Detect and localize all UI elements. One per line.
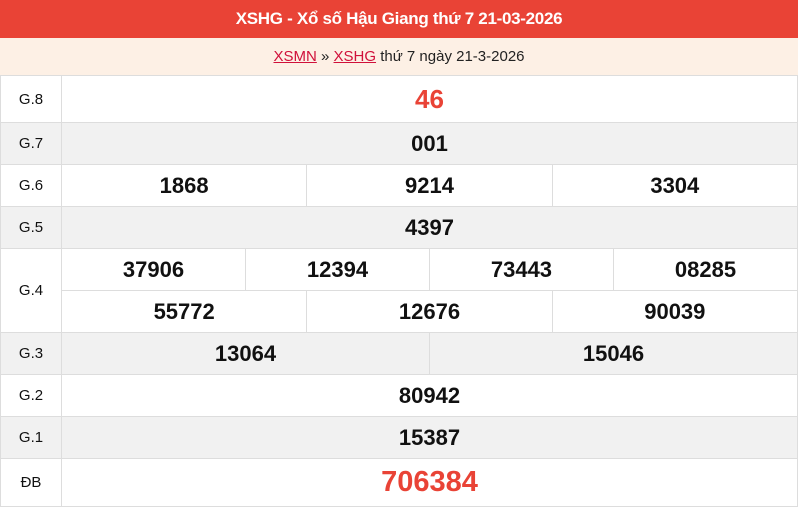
- prize-value: 73443: [428, 248, 614, 291]
- prize-label: G.3: [0, 332, 62, 375]
- row-g1: G.1 15387: [0, 416, 798, 459]
- prize-value: 12676: [306, 290, 553, 333]
- special-prize-value: 706384: [61, 458, 798, 507]
- prize-value: 37906: [61, 248, 246, 291]
- prize-label: G.4: [0, 248, 62, 333]
- row-g3: G.3 13064 15046: [0, 332, 798, 375]
- row-g2: G.2 80942: [0, 374, 798, 417]
- prize-value: 13064: [61, 332, 430, 375]
- breadcrumb-date: thứ 7 ngày 21-3-2026: [376, 48, 525, 65]
- breadcrumb-link-xshg[interactable]: XSHG: [333, 48, 377, 65]
- row-g7: G.7 001: [0, 122, 798, 165]
- prize-label: G.2: [0, 374, 62, 417]
- prize-value: 3304: [551, 164, 798, 207]
- prize-label: G.6: [0, 164, 62, 207]
- prize-value: 15046: [428, 332, 798, 375]
- row-special: ĐB 706384: [0, 458, 798, 507]
- row-g4-2: 55772 12676 90039: [1, 290, 798, 333]
- prize-value: 9214: [306, 164, 553, 207]
- row-g8: G.8 46: [0, 75, 798, 123]
- prize-value: 001: [61, 122, 798, 165]
- prize-label: G.7: [0, 122, 62, 165]
- prize-label: G.1: [0, 416, 62, 459]
- prize-value: 46: [61, 75, 798, 123]
- prize-label: G.8: [0, 75, 62, 123]
- prize-value: 08285: [612, 248, 798, 291]
- prize-label: G.5: [0, 206, 62, 249]
- breadcrumb-link-xsmn[interactable]: XSMN: [273, 48, 317, 65]
- prize-value: 80942: [61, 374, 798, 417]
- row-g5: G.5 4397: [0, 206, 798, 249]
- prize-value: 4397: [61, 206, 798, 249]
- breadcrumb-separator: »: [316, 48, 334, 65]
- row-g4: G.4 37906 12394 73443 08285: [0, 248, 798, 333]
- row-g6: G.6 1868 9214 3304: [0, 164, 798, 207]
- breadcrumb: XSMN » XSHG thứ 7 ngày 21-3-2026: [0, 38, 798, 75]
- prize-value: 1868: [60, 164, 308, 207]
- prize-value: 90039: [551, 290, 798, 333]
- prize-value: 15387: [61, 416, 798, 459]
- prize-value: 55772: [60, 290, 308, 333]
- page-header: XSHG - Xổ số Hậu Giang thứ 7 21-03-2026: [0, 0, 798, 38]
- results-table: G.8 46 G.7 001 G.6 1868 9214 3304 G.5 4397 G.4…: [0, 75, 798, 507]
- prize-label: ĐB: [0, 458, 62, 507]
- prize-value: 12394: [244, 248, 430, 291]
